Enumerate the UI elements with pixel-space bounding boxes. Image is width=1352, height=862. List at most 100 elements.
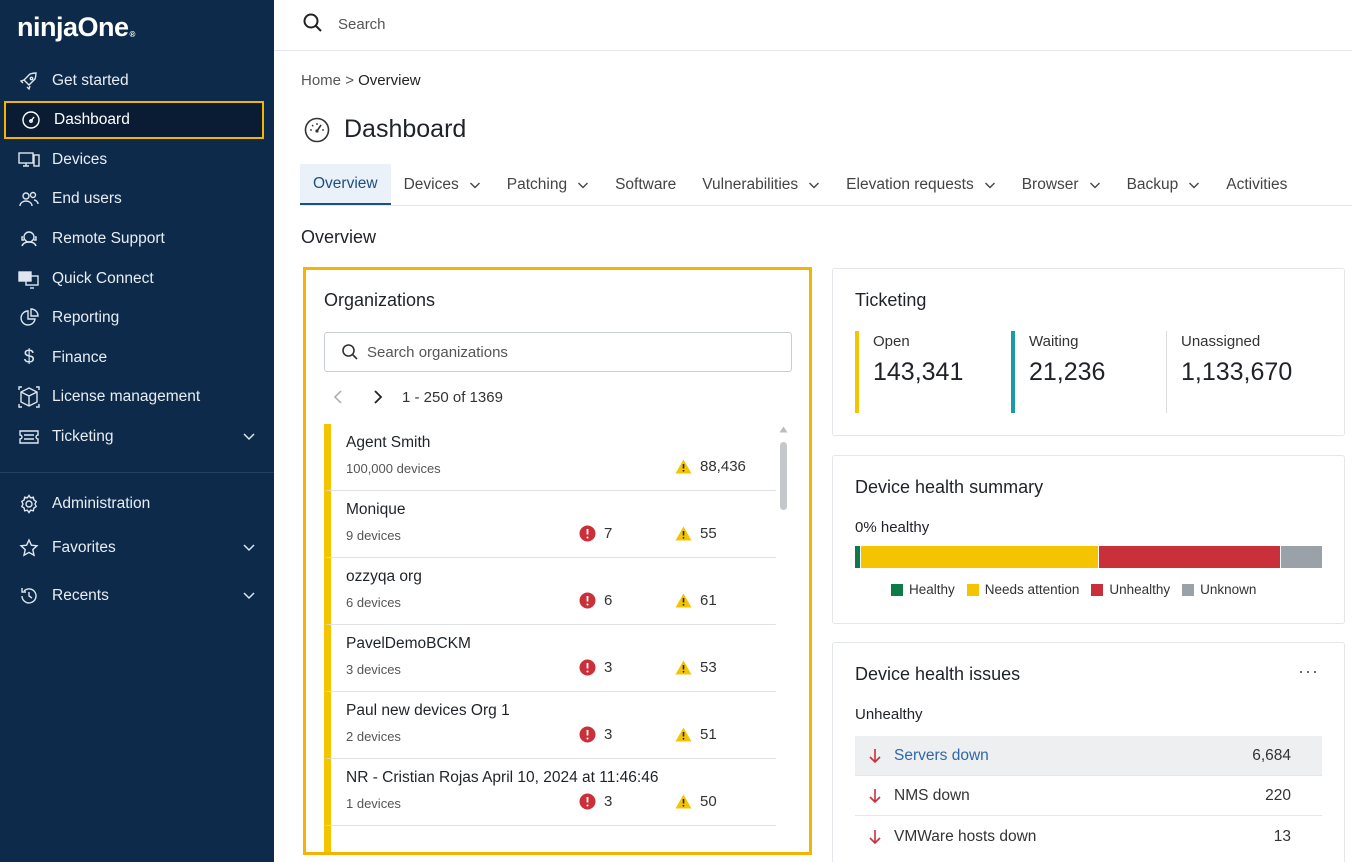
organization-row[interactable]: Paul new devices Org 1 2 devices 3 51 (324, 692, 776, 759)
health-bar-segment-unhealthy[interactable] (1098, 546, 1280, 568)
device-health-summary-title: Device health summary (855, 477, 1044, 497)
breadcrumb-separator: > (345, 72, 354, 89)
tab-patching[interactable]: Patching (494, 164, 602, 205)
issue-label: NMS down (894, 786, 970, 804)
health-bar-segment-healthy[interactable] (855, 546, 860, 568)
organization-row[interactable]: NR - Cristian Rojas April 10, 2024 at 11… (324, 759, 776, 826)
sidebar-item-finance[interactable]: $ Finance (4, 339, 264, 377)
organization-device-count: 3 devices (346, 662, 401, 677)
organization-row[interactable]: ozzyqa org 6 devices 6 61 (324, 558, 776, 625)
ticketing-stat-waiting[interactable]: Waiting 21,236 (1011, 331, 1105, 413)
sidebar-item-label: Remote Support (52, 230, 165, 247)
tab-overview[interactable]: Overview (300, 164, 391, 205)
more-options-button[interactable]: ··· (1298, 661, 1319, 681)
scrollbar-thumb[interactable] (780, 442, 787, 510)
organization-device-count: 1 devices (346, 796, 401, 811)
sidebar-item-administration[interactable]: Administration (4, 485, 264, 523)
sidebar-item-recents[interactable]: Recents (4, 577, 264, 615)
chevron-down-icon (578, 182, 589, 188)
issue-row-nms-down[interactable]: NMS down 220 (855, 776, 1322, 816)
tab-label: Backup (1126, 175, 1179, 193)
users-icon (18, 188, 40, 210)
tab-software[interactable]: Software (602, 164, 689, 205)
chevron-down-icon[interactable] (242, 588, 256, 602)
scroll-up-arrow-icon[interactable] (779, 426, 788, 433)
pie-chart-icon (18, 307, 40, 329)
gear-icon (18, 493, 40, 515)
sidebar-item-get-started[interactable]: Get started (4, 62, 264, 100)
warning-count: 53 (675, 659, 717, 676)
ticketing-stat-open[interactable]: Open 143,341 (855, 331, 963, 413)
tab-label: Software (615, 175, 677, 193)
tab-label: Overview (313, 174, 378, 192)
breadcrumb-home[interactable]: Home (301, 72, 342, 89)
warning-count-value: 53 (700, 659, 717, 676)
sidebar-item-label: Dashboard (54, 111, 130, 128)
organization-device-count: 6 devices (346, 595, 401, 610)
search-organizations-input[interactable] (367, 341, 767, 363)
sidebar-item-ticketing[interactable]: Ticketing (4, 418, 264, 456)
breadcrumb: Home > Overview (301, 72, 421, 89)
error-count: 3 (579, 659, 612, 676)
arrow-down-icon (867, 788, 882, 804)
sidebar-item-label: Favorites (52, 539, 116, 556)
warning-count-value: 51 (700, 726, 717, 743)
legend-healthy[interactable]: Healthy (891, 582, 955, 597)
sidebar-item-quick-connect[interactable]: Quick Connect (4, 260, 264, 298)
legend-unknown[interactable]: Unknown (1182, 582, 1256, 597)
sidebar-item-dashboard[interactable]: Dashboard (4, 101, 264, 139)
ticketing-stat-unassigned[interactable]: Unassigned 1,133,670 (1166, 331, 1292, 413)
arrow-down-icon (867, 829, 882, 845)
next-page-button[interactable] (368, 385, 388, 409)
rocket-icon (18, 70, 40, 92)
issue-row-vmware-hosts-down[interactable]: VMWare hosts down 13 (855, 817, 1322, 857)
organization-row[interactable]: PavelDemoBCKM 3 devices 3 53 (324, 625, 776, 692)
error-icon (579, 525, 596, 542)
monitor-icon (18, 268, 40, 290)
ninjaone-logo[interactable]: ninjaOne® (17, 12, 135, 43)
sidebar-item-end-users[interactable]: End users (4, 180, 264, 218)
legend-label: Unhealthy (1109, 582, 1171, 597)
previous-page-button[interactable] (328, 385, 348, 409)
tab-elevation-requests[interactable]: Elevation requests (833, 164, 1009, 205)
sidebar-item-favorites[interactable]: Favorites (4, 529, 264, 567)
organizations-scrollbar[interactable] (778, 424, 788, 852)
sidebar-item-reporting[interactable]: Reporting (4, 299, 264, 337)
tab-backup[interactable]: Backup (1114, 164, 1214, 205)
chevron-down-icon[interactable] (242, 540, 256, 554)
sidebar-item-license-management[interactable]: License management (4, 378, 264, 416)
organization-row[interactable]: Agent Smith 100,000 devices 88,436 (324, 424, 776, 491)
sidebar-item-remote-support[interactable]: Remote Support (4, 220, 264, 258)
star-icon (18, 537, 40, 559)
organization-row[interactable]: Monique 9 devices 7 55 (324, 491, 776, 558)
dashboard-tabs: Overview Devices Patching Software Vulne… (300, 164, 1352, 206)
error-count: 6 (579, 592, 612, 609)
error-icon (579, 659, 596, 676)
error-count-value: 3 (604, 659, 613, 676)
global-search-input[interactable] (338, 12, 738, 36)
ticketing-title: Ticketing (855, 290, 927, 310)
sidebar-item-label: Reporting (52, 309, 120, 326)
health-bar-segment-needs-attention[interactable] (860, 546, 1098, 568)
sidebar-item-devices[interactable]: Devices (4, 141, 264, 179)
unhealthy-subtitle: Unhealthy (855, 706, 923, 723)
issue-row-servers-down[interactable]: Servers down 6,684 (855, 736, 1322, 776)
chevron-down-icon[interactable] (242, 429, 256, 443)
tab-vulnerabilities[interactable]: Vulnerabilities (689, 164, 833, 205)
search-icon[interactable] (302, 12, 324, 34)
legend-needs-attention[interactable]: Needs attention (966, 582, 1079, 597)
device-health-issues-title: Device health issues (855, 664, 1021, 684)
tab-devices[interactable]: Devices (391, 164, 494, 205)
warning-count: 50 (675, 793, 717, 810)
stat-value: 1,133,670 (1181, 358, 1293, 386)
organization-row[interactable] (324, 826, 776, 852)
legend-label: Healthy (909, 582, 955, 597)
tab-browser[interactable]: Browser (1009, 164, 1114, 205)
health-bar-segment-unknown[interactable] (1280, 546, 1322, 568)
stat-label: Open (873, 333, 910, 350)
organization-device-count: 100,000 devices (346, 461, 441, 476)
legend-unhealthy[interactable]: Unhealthy (1091, 582, 1170, 597)
issue-label[interactable]: Servers down (894, 746, 989, 764)
tab-activities[interactable]: Activities (1213, 164, 1300, 205)
warning-count: 51 (675, 726, 717, 743)
